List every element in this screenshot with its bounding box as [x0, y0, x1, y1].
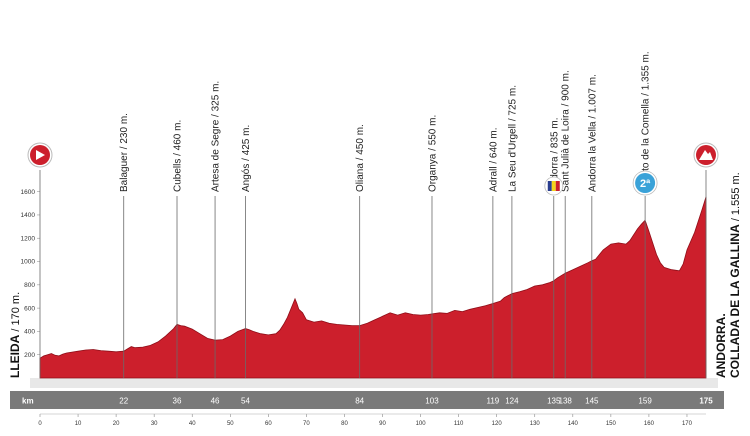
- km-label: 138: [559, 397, 573, 406]
- km-label: 54: [241, 397, 250, 406]
- flag-red: [555, 181, 560, 191]
- km-label: 84: [355, 397, 364, 406]
- x-tick-label: 0: [38, 421, 42, 427]
- x-tick-label: 20: [113, 421, 120, 427]
- x-tick-label: 70: [303, 421, 310, 427]
- waypoint-label: Angós / 425 m.: [241, 125, 252, 192]
- markers-layer: Balaguer / 230 m. Cubells / 460 m. Artesa …: [39, 51, 707, 378]
- finish-name: COLLADA DE LA GALLINA: [728, 224, 742, 378]
- axes-layer: 200 400 600 800 1000 1200 1400 1600 0 10 20 30 40 50 6…: [21, 189, 718, 427]
- profile-layer: [39, 196, 707, 379]
- x-tick-label: 50: [227, 421, 234, 427]
- x-tick-label: 170: [682, 421, 693, 427]
- y-tick-label: 200: [24, 352, 35, 359]
- waypoint-label: Artesa de Segre / 325 m.: [211, 81, 222, 192]
- km-band: [10, 391, 724, 409]
- base-band: [30, 378, 718, 388]
- x-tick-label: 130: [530, 421, 541, 427]
- x-tick-label: 120: [492, 421, 503, 427]
- y-tick-label: 1000: [21, 259, 36, 266]
- icons-layer: 2ª: [27, 142, 719, 196]
- start-altitude: / 170 m.: [10, 292, 22, 335]
- km-label: 46: [211, 397, 220, 406]
- y-tick-label: 800: [24, 282, 35, 289]
- climb-disc: [635, 173, 656, 193]
- climb-category-icon: 2ª: [632, 170, 658, 196]
- x-tick-label: 160: [644, 421, 655, 427]
- waypoint-label: Organya / 550 m.: [428, 115, 439, 192]
- x-tick-label: 140: [568, 421, 579, 427]
- km-row-label: km: [22, 397, 34, 406]
- finish-label-line2: COLLADA DE LA GALLINA / 1.555 m.: [728, 172, 742, 378]
- end-labels-layer: LLEIDA / 170 m. ANDORRA. COLLADA DE LA GAL…: [8, 172, 742, 378]
- profile-area: [39, 196, 707, 379]
- y-tick-label: 600: [24, 305, 35, 312]
- y-tick-label: 1600: [21, 189, 36, 196]
- x-tick-label: 150: [606, 421, 617, 427]
- x-tick-label: 10: [75, 421, 82, 427]
- x-tick-label: 110: [454, 421, 464, 427]
- flag-blue: [547, 181, 552, 191]
- finish-icon-mountain: [699, 150, 713, 160]
- x-tick-label: 60: [265, 421, 272, 427]
- waypoint-label: La Seu d'Urgell / 725 m.: [507, 85, 518, 192]
- x-tick-label: 30: [151, 421, 158, 427]
- x-tick-label: 40: [189, 421, 196, 427]
- waypoint-label: Puerto de la Comella / 1.355 m.: [641, 51, 652, 192]
- finish-altitude: / 1.555 m.: [730, 172, 742, 224]
- km-label: 159: [638, 397, 652, 406]
- waypoint-label: Adrall / 640 m.: [488, 128, 499, 192]
- andorra-flag-icon: [544, 176, 564, 196]
- km-label: 103: [425, 397, 439, 406]
- km-label: 175: [699, 397, 713, 406]
- waypoint-label: Oliana / 450 m.: [355, 124, 366, 192]
- waypoint-label: Andorra la Vella / 1.007 m.: [587, 74, 598, 192]
- y-tick-label: 400: [24, 329, 35, 336]
- km-label: 135: [547, 397, 561, 406]
- km-label: 124: [505, 397, 519, 406]
- y-tick-label: 1200: [21, 235, 36, 242]
- start-icon-arrow: [36, 150, 45, 160]
- waypoint-label: Cubells / 460 m.: [173, 120, 184, 192]
- finish-label-line1: ANDORRA.: [714, 313, 728, 378]
- km-label: 119: [486, 397, 499, 406]
- waypoint-label: Sant Julià de Loira / 900 m.: [561, 70, 572, 192]
- x-tick-label: 90: [379, 421, 386, 427]
- flag-yellow: [551, 181, 556, 191]
- x-tick-label: 80: [341, 421, 348, 427]
- y-tick-label: 1400: [21, 212, 36, 219]
- mountain-finish-icon: [693, 142, 719, 168]
- start-label: LLEIDA / 170 m.: [8, 292, 22, 378]
- start-name: LLEIDA: [8, 334, 22, 378]
- km-label: 145: [585, 397, 599, 406]
- km-label: 22: [119, 397, 128, 406]
- waypoint-label: Balaguer / 230 m.: [119, 113, 130, 192]
- km-label: 36: [173, 397, 182, 406]
- climb-category-label: 2ª: [640, 178, 651, 190]
- start-arrow-icon: [27, 142, 53, 168]
- waypoint-label: Andorra / 835 m.: [549, 118, 560, 192]
- x-tick-label: 100: [416, 421, 427, 427]
